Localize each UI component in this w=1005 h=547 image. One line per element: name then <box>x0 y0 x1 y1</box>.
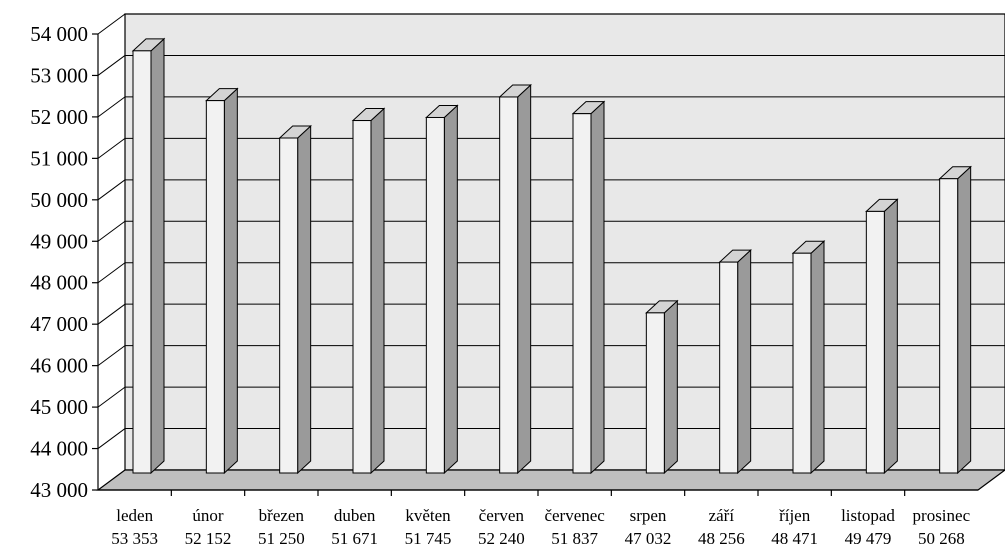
bar-front <box>645 312 665 474</box>
x-value-label: 47 032 <box>625 529 672 547</box>
grid-line <box>97 220 126 242</box>
x-axis-labels: leden 53 353 únor 52 152 březen 51 250 duben 51… <box>111 490 971 547</box>
grid-line <box>97 262 126 284</box>
x-value-label: 51 837 <box>551 529 598 547</box>
bar-front <box>205 100 225 474</box>
x-category-label: březen <box>259 506 305 525</box>
x-value-label: 51 745 <box>405 529 452 547</box>
bar <box>278 124 312 475</box>
x-category-label: srpen <box>630 506 667 525</box>
bar <box>645 299 679 475</box>
x-category-label: červenec <box>544 506 605 525</box>
grid-line <box>97 96 126 118</box>
grid-line <box>97 428 126 449</box>
bar-front <box>425 116 445 474</box>
bar-side <box>590 100 605 475</box>
bar <box>865 198 899 475</box>
grid-line <box>97 345 126 367</box>
grid-line <box>97 386 126 408</box>
bar-side <box>810 240 825 475</box>
y-tick-label: 45 000 <box>30 395 88 419</box>
bar-side <box>150 37 165 475</box>
bar-front <box>572 113 592 474</box>
bar-side <box>737 248 752 475</box>
y-tick-label: 51 000 <box>30 146 88 170</box>
x-value-label: 52 152 <box>185 529 232 547</box>
x-category-label: leden <box>116 506 153 525</box>
bar-front <box>279 137 299 474</box>
x-value-label: 51 671 <box>331 529 378 547</box>
bar-front <box>865 210 885 474</box>
x-value-label: 50 268 <box>918 529 965 547</box>
x-value-label: 48 256 <box>698 529 745 547</box>
x-category-label: září <box>709 506 735 525</box>
grid-line <box>97 55 126 76</box>
x-value-label: 51 250 <box>258 529 305 547</box>
bar-side <box>517 83 532 475</box>
grid-line <box>97 179 126 201</box>
x-category-label: říjen <box>779 506 811 525</box>
bar <box>205 87 239 475</box>
bar <box>791 240 826 475</box>
bar-front <box>352 120 372 474</box>
grid-line <box>97 13 126 35</box>
bar <box>498 83 532 475</box>
x-value-label: 49 479 <box>845 529 892 547</box>
bar-front <box>939 178 959 474</box>
bar-front <box>132 50 152 474</box>
bar-front <box>719 261 739 474</box>
x-value-label: 48 471 <box>771 529 818 547</box>
bar-side <box>297 124 312 475</box>
bar-side <box>443 104 458 475</box>
bar-side <box>663 299 678 475</box>
y-tick-label: 49 000 <box>30 229 88 253</box>
bar-side <box>223 87 238 475</box>
bar <box>571 100 606 475</box>
bars <box>131 37 972 475</box>
bar-front <box>792 252 812 474</box>
y-tick-label: 47 000 <box>30 312 88 336</box>
y-tick-label: 43 000 <box>30 478 88 502</box>
y-tick-label: 48 000 <box>30 271 88 295</box>
bar <box>425 104 459 475</box>
y-tick-label: 52 000 <box>30 105 88 129</box>
bar-side <box>883 198 898 475</box>
x-category-label: červen <box>479 506 525 525</box>
y-tick-label: 44 000 <box>30 437 88 461</box>
y-tick-label: 54 000 <box>30 22 88 46</box>
bar <box>718 248 752 475</box>
y-tick-label: 50 000 <box>30 188 88 212</box>
x-category-label: prosinec <box>913 506 971 525</box>
x-category-label: listopad <box>841 506 895 525</box>
grid-line <box>97 137 126 159</box>
x-category-label: únor <box>192 506 224 525</box>
y-tick-label: 46 000 <box>30 354 88 378</box>
y-tick-label: 53 000 <box>30 63 88 87</box>
bar-side <box>957 165 972 475</box>
x-category-label: květen <box>405 506 451 525</box>
grid-lines <box>97 13 1005 449</box>
bar-side <box>370 107 385 475</box>
y-axis-ticks: 43 000 44 000 45 000 46 000 47 000 48 000 49 0… <box>30 22 98 502</box>
bar <box>351 107 386 475</box>
x-value-label: 53 353 <box>111 529 158 547</box>
x-value-label: 52 240 <box>478 529 525 547</box>
grid-line <box>97 303 126 325</box>
bar <box>131 37 166 475</box>
x-category-label: duben <box>334 506 376 525</box>
bar <box>938 165 972 475</box>
bar-front <box>499 96 519 474</box>
